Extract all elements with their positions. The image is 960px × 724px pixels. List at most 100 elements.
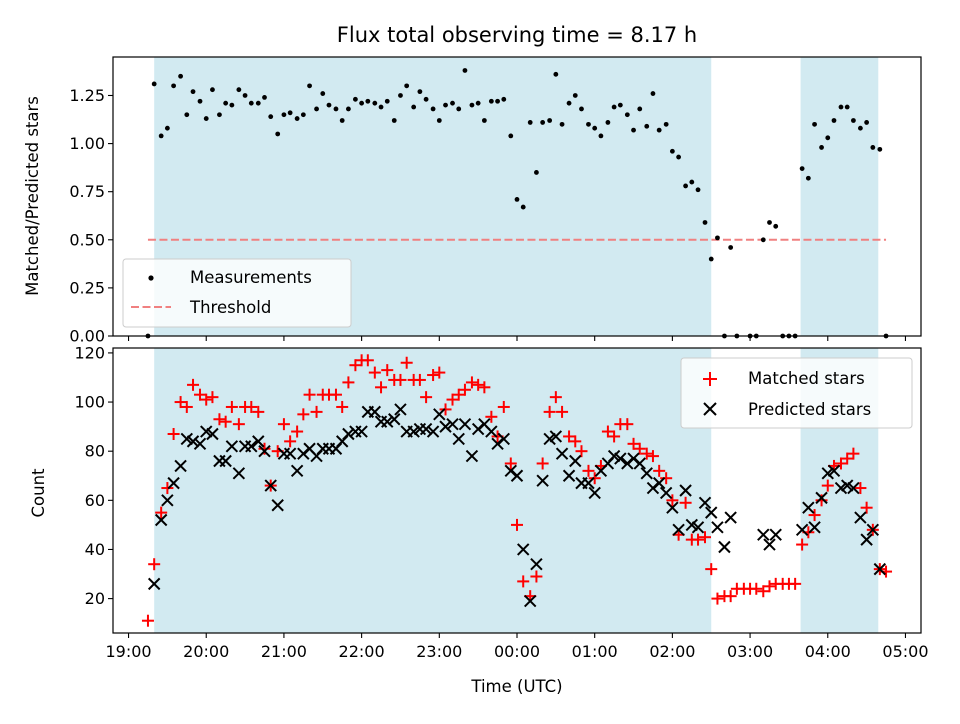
legend-predicted-marker bbox=[703, 402, 717, 416]
matched-stars-point bbox=[427, 369, 440, 382]
legend-measurements-marker bbox=[148, 275, 154, 281]
x-tick-label: 20:00 bbox=[183, 642, 229, 661]
legend-matched-label: Matched stars bbox=[748, 369, 865, 388]
x-axis-label: Time (UTC) bbox=[470, 677, 562, 696]
measurements-point bbox=[333, 106, 339, 112]
y-tick-label: 120 bbox=[74, 343, 105, 362]
predicted-stars-point bbox=[458, 417, 472, 431]
bottom-legend-box bbox=[680, 357, 913, 429]
x-tick-label: 03:00 bbox=[727, 642, 773, 661]
measurements-point bbox=[812, 121, 817, 127]
x-tick-label: 02:00 bbox=[649, 642, 695, 661]
matched-stars-point bbox=[504, 457, 517, 470]
matched-stars-point bbox=[621, 418, 634, 431]
measurements-point bbox=[326, 102, 332, 108]
measurements-point bbox=[773, 223, 779, 229]
predicted-stars-point bbox=[517, 543, 530, 556]
measurements-point bbox=[178, 73, 183, 79]
predicted-stars-point bbox=[530, 557, 543, 571]
bottom-panel-frame bbox=[112, 347, 922, 634]
matched-stars-point bbox=[854, 482, 867, 495]
measurements-point bbox=[611, 104, 617, 110]
top-panel: 0.00 0.25 0.50 0.75 1.00 1.25 Matched/Predict… bbox=[23, 56, 922, 346]
measurements-point bbox=[838, 104, 844, 110]
measurements-point bbox=[287, 110, 293, 116]
measurements-point bbox=[488, 98, 494, 104]
predicted-stars-point bbox=[808, 521, 821, 534]
predicted-stars-point bbox=[283, 447, 297, 460]
measurements-point bbox=[378, 104, 384, 110]
predicted-stars-point bbox=[614, 452, 627, 465]
measurements-point bbox=[164, 125, 170, 131]
matched-stars-point bbox=[232, 418, 245, 431]
measurements-point bbox=[799, 166, 805, 172]
measurements-point bbox=[398, 93, 403, 98]
matched-stars-point bbox=[724, 590, 737, 603]
matched-stars-point bbox=[433, 366, 446, 379]
measurements-point bbox=[294, 116, 300, 121]
predicted-stars-point bbox=[394, 403, 407, 416]
predicted-stars-point bbox=[388, 413, 401, 426]
measurements-point bbox=[663, 121, 669, 127]
legend-predicted-label: Predicted stars bbox=[748, 400, 871, 419]
bottom-y-axis-label: Count bbox=[29, 468, 48, 518]
measurements-point bbox=[411, 104, 417, 110]
measurements-point bbox=[314, 106, 319, 112]
predicted-stars-point bbox=[206, 427, 219, 441]
matched-stars-point bbox=[291, 425, 304, 438]
matched-stars-point bbox=[180, 400, 193, 413]
matched-stars-point bbox=[633, 442, 646, 455]
shaded-region-1 bbox=[154, 348, 712, 633]
measurements-point bbox=[281, 112, 287, 118]
measurements-point bbox=[475, 100, 481, 106]
measurements-point bbox=[702, 220, 708, 225]
measurements-point bbox=[553, 71, 559, 77]
measurements-point bbox=[579, 106, 584, 112]
predicted-stars-point bbox=[633, 457, 646, 470]
x-tick-label: 23:00 bbox=[416, 642, 462, 661]
measurements-point bbox=[255, 100, 261, 106]
matched-stars-point bbox=[808, 509, 821, 522]
matched-stars-point bbox=[543, 405, 556, 418]
matched-stars-point bbox=[485, 410, 498, 423]
measurements-point bbox=[592, 125, 598, 131]
matched-stars-point bbox=[860, 501, 873, 514]
measurements-point bbox=[605, 120, 611, 125]
matched-stars-point bbox=[167, 427, 180, 440]
measurements-point bbox=[275, 131, 281, 137]
matched-stars-point bbox=[342, 376, 355, 389]
matched-stars-point bbox=[458, 383, 471, 396]
measurements-point bbox=[708, 256, 714, 262]
predicted-stars-point bbox=[860, 533, 873, 546]
matched-stars-point bbox=[310, 405, 323, 418]
measurements-point bbox=[819, 145, 824, 150]
matched-stars-point bbox=[588, 472, 601, 485]
chart-title: Flux total observing time = 8.17 h bbox=[337, 23, 697, 47]
measurements-point bbox=[858, 125, 863, 131]
predicted-stars-point bbox=[485, 425, 498, 438]
measurements-point bbox=[508, 133, 514, 139]
measurements-point bbox=[423, 96, 429, 102]
measurements-point bbox=[495, 98, 500, 104]
measurements-point bbox=[184, 112, 190, 118]
predicted-stars-point bbox=[562, 469, 576, 482]
measurements-point bbox=[656, 127, 662, 133]
predicted-stars-point bbox=[147, 577, 161, 591]
predicted-stars-point bbox=[588, 486, 601, 500]
predicted-stars-point bbox=[167, 476, 180, 490]
predicted-stars-point bbox=[827, 464, 841, 478]
predicted-stars-point bbox=[666, 501, 679, 514]
measurements-point bbox=[242, 93, 248, 98]
predicted-stars-point bbox=[724, 511, 737, 524]
predicted-stars-point bbox=[465, 449, 479, 463]
predicted-stars-point bbox=[219, 454, 232, 468]
x-tick-label: 21:00 bbox=[261, 642, 307, 661]
matched-stars-point bbox=[627, 437, 640, 450]
predicted-stars-point bbox=[355, 425, 368, 438]
measurements-point bbox=[268, 114, 274, 120]
matched-stars-point bbox=[336, 400, 349, 413]
measurements-point bbox=[217, 112, 222, 118]
measurements-point bbox=[844, 104, 850, 110]
measurements-point bbox=[262, 95, 267, 100]
matched-stars-point bbox=[563, 430, 576, 443]
